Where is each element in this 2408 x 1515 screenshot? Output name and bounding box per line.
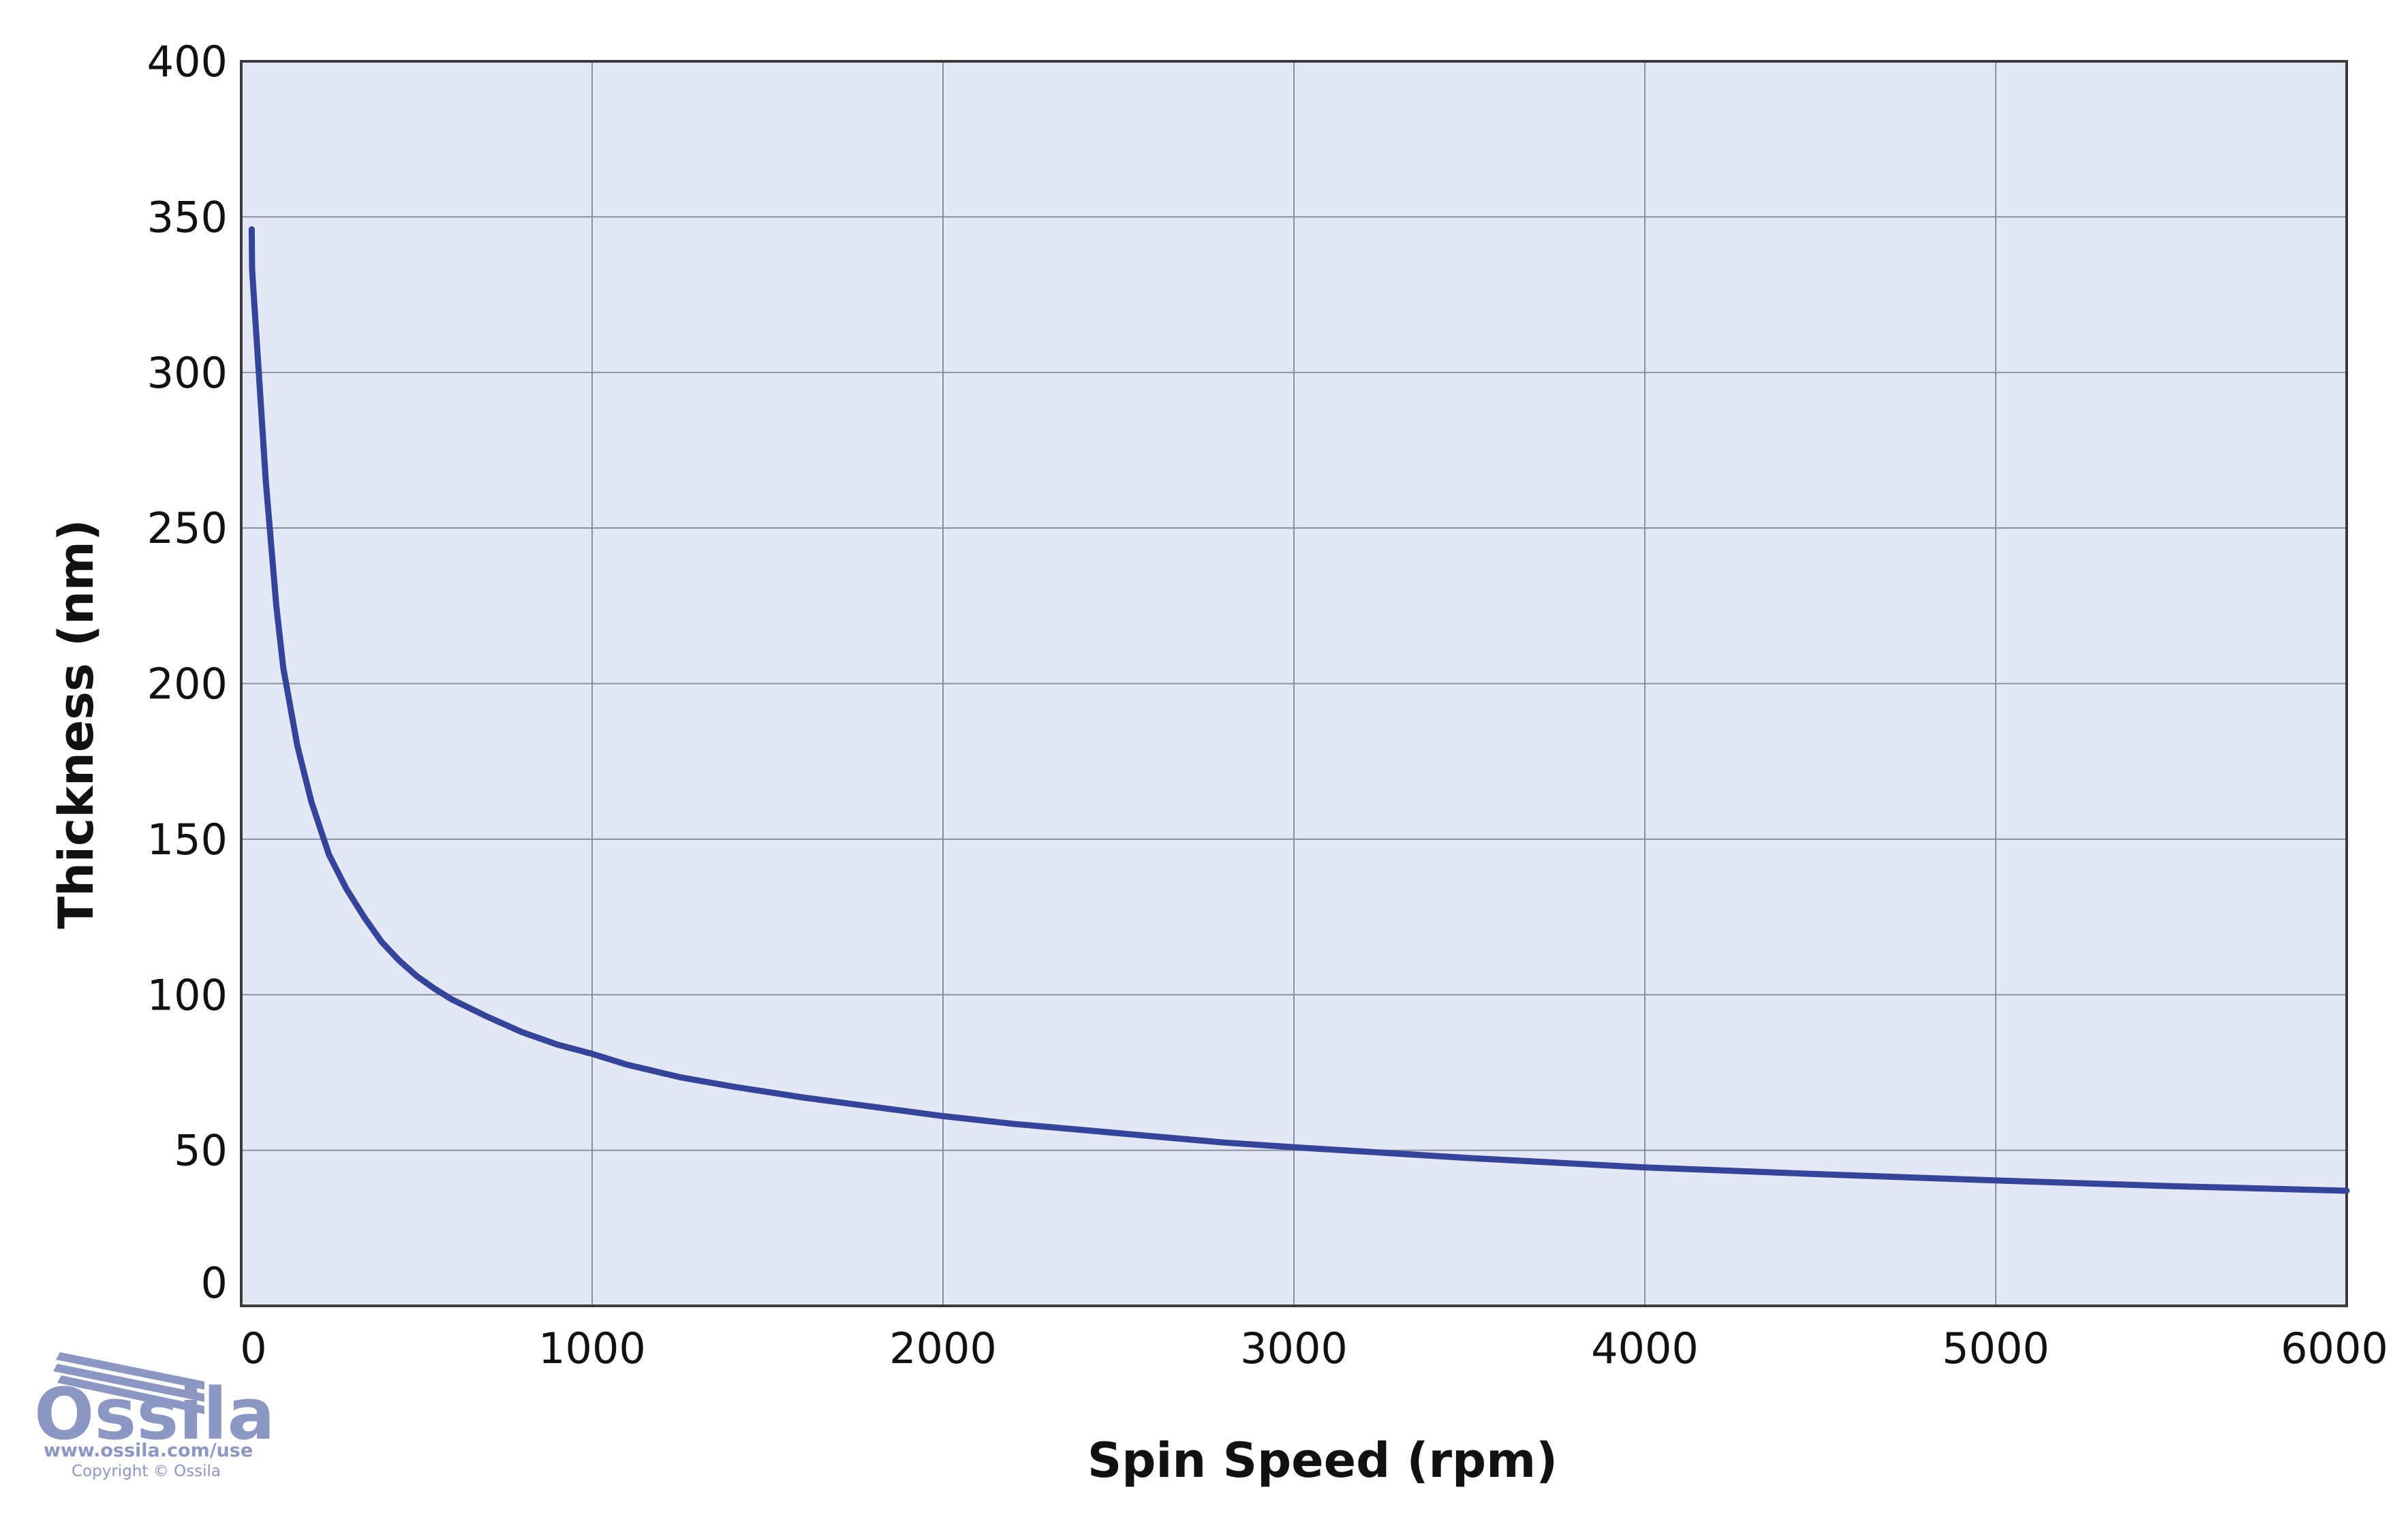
y-axis-title: Thickness (nm) (48, 519, 104, 928)
x-tick-label: 3000 (1240, 1324, 1348, 1373)
x-tick-label: 2000 (889, 1324, 997, 1373)
y-tick-label: 300 (147, 348, 228, 398)
x-tick-label: 1000 (538, 1324, 646, 1373)
x-tick-label: 0 (240, 1324, 266, 1373)
y-tick-label: 100 (147, 970, 228, 1020)
series-layer (248, 226, 2350, 1194)
x-tick-label: 5000 (1942, 1324, 2050, 1373)
x-axis-title: Spin Speed (rpm) (1087, 1433, 1558, 1488)
y-tick-label: 350 (147, 192, 228, 242)
series-line (248, 226, 2350, 1194)
plot-frame (240, 60, 2348, 1307)
logo-wing-icon (53, 1352, 204, 1414)
logo-wordmark: Ossila (34, 1373, 275, 1456)
ossila-logo: Ossila www.ossila.com/use Copyright © Os… (34, 1352, 275, 1480)
logo-url: www.ossila.com/use (44, 1440, 253, 1461)
y-tick-label: 400 (147, 37, 228, 87)
x-tick-labels: 0 1000 2000 3000 4000 5000 6000 (240, 1324, 2388, 1373)
y-tick-label: 200 (147, 659, 228, 709)
y-tick-label: 0 (201, 1258, 228, 1308)
y-tick-label: 50 (174, 1126, 228, 1176)
y-tick-labels: 0 50 100 150 200 250 300 350 400 (147, 37, 228, 1308)
y-tick-label: 250 (147, 503, 228, 553)
x-tick-label: 4000 (1591, 1324, 1699, 1373)
x-tick-label: 6000 (2281, 1324, 2388, 1373)
logo-copyright: Copyright © Ossila (72, 1463, 221, 1480)
grid-lines (241, 61, 2347, 1306)
y-tick-label: 150 (147, 815, 228, 864)
